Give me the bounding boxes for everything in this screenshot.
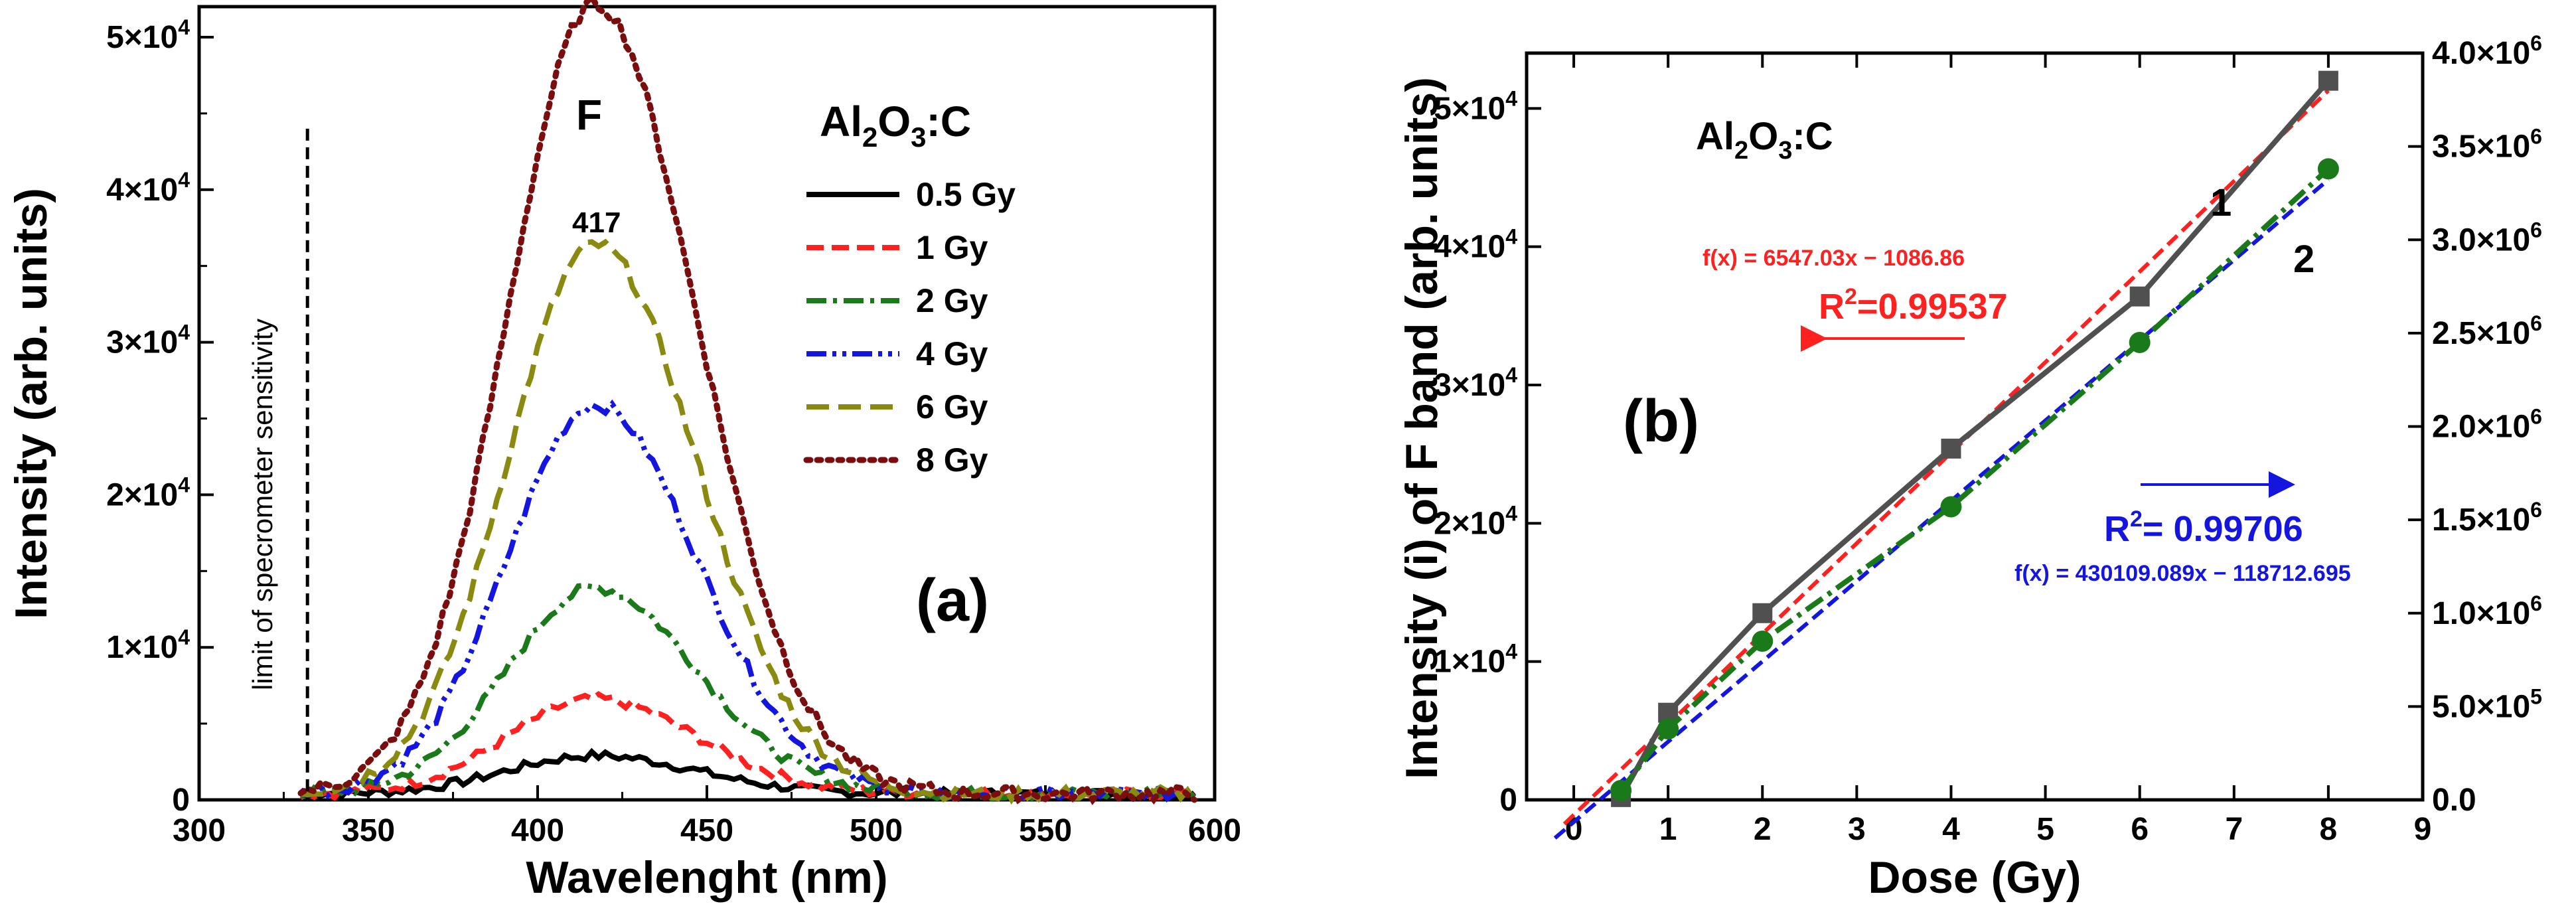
b-ytick-label: 1×104 xyxy=(1434,640,1517,680)
b-y2tick-label: 1.5×106 xyxy=(2432,498,2542,538)
panel-a-legend: 0.5 Gy 1 Gy 2 Gy 4 Gy 6 Gy 8 Gy xyxy=(803,176,1016,479)
panel-b: 0 1 2 3 4 5 6 7 8 901×1042×1043×1044×1045×1040.05… xyxy=(1397,31,2542,903)
a-ytick-label: 2×104 xyxy=(106,473,190,512)
series-1-marker xyxy=(1941,438,1961,459)
panel-b-label: (b) xyxy=(1623,388,1699,455)
panel-b-compound: Al2O3:C xyxy=(1696,115,1833,165)
peak-label: 417 xyxy=(572,206,621,239)
b-xtick-label: 9 xyxy=(2414,812,2432,847)
legend-label: 8 Gy xyxy=(916,441,988,479)
series-2-marker xyxy=(1940,496,1962,518)
panel-b-series xyxy=(1610,70,2339,807)
spectrum-6-gy xyxy=(300,238,1197,805)
panel-a-xlabel: Wavelenght (nm) xyxy=(526,852,887,903)
spectrometer-limit-label: limit of specrometer sensitivity xyxy=(247,319,278,690)
b-xtick-label: 8 xyxy=(2320,812,2338,847)
a-xtick-label: 550 xyxy=(1019,813,1072,848)
panel-b-xlabel: Dose (Gy) xyxy=(1868,852,2081,903)
panel-a-compound: Al2O3:C xyxy=(820,98,971,153)
b-xtick-label: 2 xyxy=(1754,812,1772,847)
band-label-f: F xyxy=(576,91,602,139)
legend-label: 0.5 Gy xyxy=(916,176,1016,213)
r2-red: R2=0.99537 xyxy=(1819,284,2008,327)
b-xtick-label: 6 xyxy=(2131,812,2149,847)
b-y2tick-label: 2.0×106 xyxy=(2432,405,2542,445)
curve-1-label: 1 xyxy=(2210,181,2232,224)
a-xtick-label: 300 xyxy=(173,813,226,848)
b-y2tick-label: 4.0×106 xyxy=(2432,31,2542,71)
panel-a-ticks: 300 350 400 450 500 550 600 0 1×104 2×104 3×104 4×1… xyxy=(106,15,1241,848)
legend-label: 4 Gy xyxy=(916,335,988,372)
legend-label: 2 Gy xyxy=(916,282,988,319)
a-ytick-label: 0 xyxy=(172,783,190,818)
fit-red-equation: f(x) = 6547.03x − 1086.86 xyxy=(1703,246,1965,271)
series-2-marker xyxy=(2129,331,2151,353)
b-ytick-label: 5×104 xyxy=(1434,86,1517,126)
b-ytick-label: 0 xyxy=(1499,783,1517,818)
a-ytick-label: 3×104 xyxy=(106,321,190,360)
b-y2tick-label: 0.0 xyxy=(2432,783,2476,818)
series-1-marker xyxy=(1752,603,1773,623)
curve-2-label: 2 xyxy=(2293,238,2314,281)
b-xtick-label: 5 xyxy=(2036,812,2054,847)
b-xtick-label: 4 xyxy=(1942,812,1960,847)
series-2-marker xyxy=(2317,158,2339,180)
b-ytick-label: 4×104 xyxy=(1434,225,1517,265)
a-ytick-label: 4×104 xyxy=(106,168,190,208)
spectrum-4-gy xyxy=(299,399,1195,804)
series-2-marker xyxy=(1752,630,1774,652)
a-xtick-label: 500 xyxy=(850,813,903,848)
b-y2tick-label: 1.0×106 xyxy=(2432,591,2542,631)
legend-label: 1 Gy xyxy=(916,229,988,266)
series-1-marker xyxy=(2318,70,2338,91)
a-ytick-label: 1×104 xyxy=(106,625,190,665)
b-ytick-label: 3×104 xyxy=(1434,363,1517,403)
r2-blue: R2= 0.99706 xyxy=(2104,506,2303,549)
panel-a-ylabel: Intensity (arb. units) xyxy=(6,188,56,619)
panel-a-curves xyxy=(297,0,1197,806)
a-xtick-label: 350 xyxy=(342,813,395,848)
b-y2tick-label: 3.0×106 xyxy=(2432,218,2542,258)
a-xtick-label: 400 xyxy=(511,813,564,848)
b-y2tick-label: 3.5×106 xyxy=(2432,125,2542,165)
a-xtick-label: 600 xyxy=(1188,813,1241,848)
b-y2tick-label: 5.0×105 xyxy=(2432,684,2542,724)
panel-b-ylabel: Intensity (i) of F band (arb. units) xyxy=(1397,77,1447,779)
b-xtick-label: 7 xyxy=(2225,812,2243,847)
b-y2tick-label: 2.5×106 xyxy=(2432,311,2542,351)
series-line-2 xyxy=(1618,167,2330,793)
fit-blue-equation: f(x) = 430109.089x − 118712.695 xyxy=(2014,561,2351,586)
b-xtick-label: 1 xyxy=(1659,812,1677,847)
panel-b-ticks: 0 1 2 3 4 5 6 7 8 901×1042×1043×1044×1045×1040.05… xyxy=(1434,31,2542,847)
a-ytick-label: 5×104 xyxy=(106,15,190,55)
b-ytick-label: 2×104 xyxy=(1434,501,1517,541)
series-2-marker xyxy=(1610,779,1632,801)
panel-a-label: (a) xyxy=(916,568,989,634)
b-xtick-label: 3 xyxy=(1848,812,1866,847)
a-xtick-label: 450 xyxy=(680,813,733,848)
panel-a: 300 350 400 450 500 550 600 0 1×104 2×104 3×104 4×1… xyxy=(6,0,1241,903)
legend-label: 6 Gy xyxy=(916,388,988,425)
spectrum-8-gy xyxy=(297,0,1197,806)
series-1-marker xyxy=(2129,286,2150,307)
series-2-marker xyxy=(1657,718,1679,740)
